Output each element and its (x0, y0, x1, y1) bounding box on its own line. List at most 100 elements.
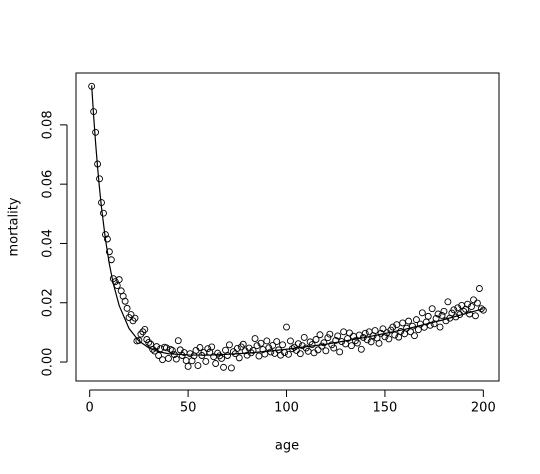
data-point (263, 337, 271, 345)
data-point (298, 342, 306, 350)
data-point (468, 303, 475, 311)
data-point (103, 235, 111, 243)
data-point (470, 296, 477, 304)
y-tick-label: 0.06 (41, 170, 56, 199)
data-point (300, 333, 308, 341)
data-point (438, 312, 446, 319)
data-point (121, 297, 129, 305)
data-point (141, 325, 149, 333)
data-point (477, 305, 485, 313)
data-point (475, 285, 483, 292)
data-point (283, 323, 290, 331)
data-point (353, 339, 361, 347)
data-point (454, 304, 462, 312)
data-point (346, 329, 353, 337)
data-point (296, 350, 304, 358)
data-point (255, 352, 263, 360)
data-point (208, 343, 216, 351)
data-point (245, 344, 253, 352)
data-point (336, 348, 344, 356)
data-point (239, 340, 247, 348)
data-point (115, 276, 123, 284)
data-point (316, 331, 324, 339)
data-point (105, 248, 113, 256)
data-point (182, 357, 190, 364)
x-axis-label: age (275, 439, 299, 454)
x-tick-label: 100 (274, 401, 299, 416)
y-tick-label: 0.00 (41, 348, 56, 377)
data-point (186, 350, 194, 358)
data-point (424, 312, 432, 320)
data-point (365, 328, 373, 336)
data-point (428, 305, 436, 313)
data-point (196, 344, 204, 351)
data-point (92, 128, 100, 136)
data-point (464, 300, 472, 308)
data-point (269, 341, 277, 349)
data-point (166, 345, 174, 353)
data-point (399, 319, 407, 327)
data-point (224, 352, 231, 359)
data-point (100, 209, 107, 217)
data-point (159, 356, 166, 364)
data-point (473, 299, 481, 307)
x-tick-label: 150 (373, 401, 398, 416)
data-point (314, 346, 322, 354)
data-point (204, 345, 212, 353)
y-tick-label: 0.04 (41, 229, 56, 258)
data-point (172, 355, 180, 363)
data-point (273, 338, 281, 346)
data-point (251, 335, 259, 343)
data-point (257, 339, 265, 347)
data-point (357, 345, 365, 353)
data-point (220, 363, 227, 371)
data-point (379, 325, 387, 333)
data-point (227, 364, 235, 372)
data-point (312, 336, 320, 343)
data-point (285, 350, 292, 358)
data-point (137, 330, 145, 338)
data-point (235, 354, 243, 362)
data-point (127, 311, 135, 319)
data-point (310, 349, 318, 357)
data-point (253, 342, 261, 350)
data-point (340, 328, 348, 336)
data-point (479, 306, 487, 314)
data-point (202, 357, 210, 365)
data-point (371, 327, 379, 335)
data-point (308, 341, 316, 348)
fitted-line (91, 85, 484, 356)
data-point (391, 331, 399, 339)
data-point (267, 348, 275, 356)
data-point (426, 321, 434, 329)
data-point (135, 336, 143, 344)
data-point (436, 323, 444, 331)
data-point (418, 309, 426, 317)
data-point (249, 347, 257, 354)
data-point (367, 338, 375, 346)
data-point (294, 340, 302, 348)
data-point (131, 314, 139, 322)
data-point (163, 344, 170, 352)
data-point (334, 332, 342, 340)
data-point (155, 352, 163, 359)
data-point (279, 341, 287, 349)
data-point (405, 317, 412, 325)
y-tick-label: 0.02 (41, 288, 56, 317)
data-point (233, 344, 241, 352)
data-point (444, 298, 452, 306)
data-point (397, 328, 405, 335)
data-point (96, 175, 103, 183)
data-point (123, 304, 131, 312)
data-point (164, 355, 172, 362)
data-point (111, 278, 119, 286)
data-point (389, 323, 397, 331)
data-point (351, 337, 359, 345)
data-point (348, 342, 355, 350)
data-point (450, 306, 458, 314)
y-axis-label: mortality (7, 197, 22, 256)
data-point (324, 334, 332, 342)
data-point (407, 328, 414, 336)
